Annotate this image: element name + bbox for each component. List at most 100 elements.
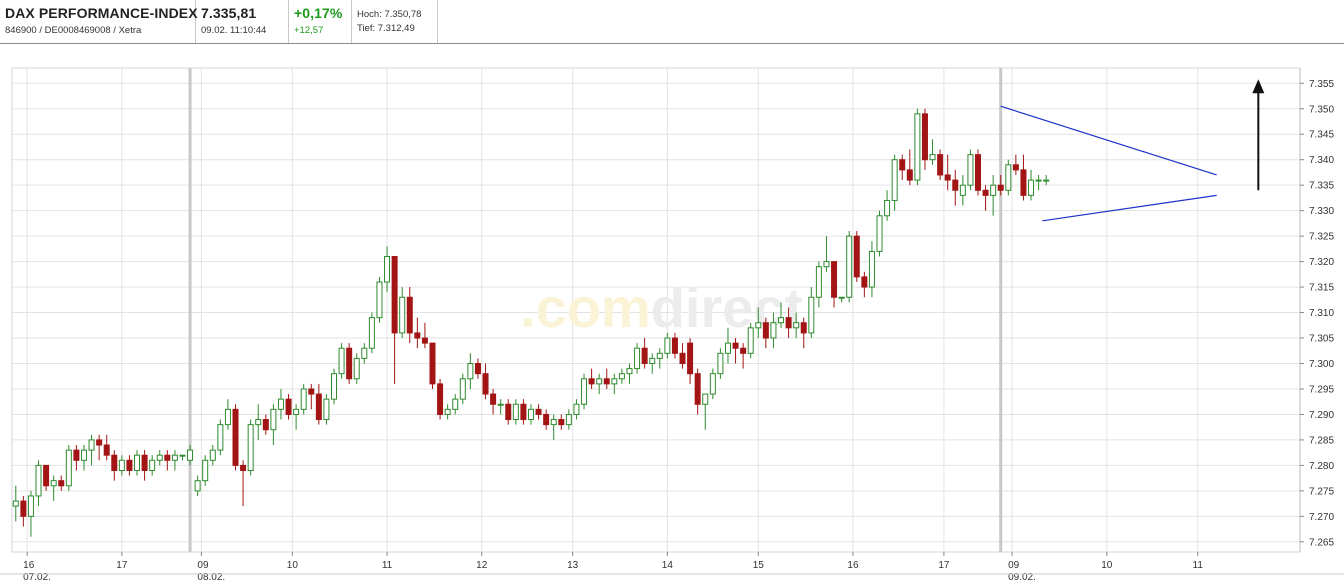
candle-body <box>770 322 777 339</box>
change-cell: +0,17% +12,57 <box>289 0 352 43</box>
candle-up <box>527 404 534 425</box>
triangle-pattern <box>1000 105 1217 222</box>
candle-down <box>406 287 413 344</box>
x-tick-label: 17 <box>116 560 128 571</box>
candle-up <box>884 190 891 221</box>
candle-up <box>793 312 800 339</box>
candle-body <box>80 449 87 461</box>
candle-body <box>171 454 178 461</box>
candle-body <box>149 459 156 471</box>
candle-up <box>209 445 216 466</box>
candle-body <box>96 439 103 446</box>
candle-up <box>300 383 307 415</box>
candle-up <box>35 460 42 507</box>
candle-down <box>975 149 981 196</box>
candle-down <box>558 414 565 430</box>
candle-body <box>58 480 65 487</box>
candle-body <box>512 403 519 421</box>
candle-down <box>861 271 868 298</box>
candle-body <box>300 388 307 410</box>
change-percent: +0,17% <box>294 5 343 21</box>
x-tick-label: 13 <box>567 560 579 571</box>
candle-up <box>323 394 330 425</box>
candle-body <box>997 184 1004 191</box>
candle-down <box>982 185 989 211</box>
candle-up <box>80 445 87 471</box>
candle-body <box>694 373 701 405</box>
range-cell: Hoch: 7.350,78 Tief: 7.312,49 <box>352 0 438 43</box>
candle-body <box>12 500 19 507</box>
watermark-direct: direct <box>651 276 804 339</box>
x-tick-label: 16 <box>23 560 35 571</box>
candle-body <box>687 342 694 375</box>
candle-up <box>664 332 671 359</box>
candle-up <box>1043 174 1050 186</box>
candle-up <box>179 454 186 461</box>
candle-up <box>618 368 625 384</box>
last-price: 7.335,81 <box>201 5 257 21</box>
candle-up <box>331 368 337 405</box>
candle-body <box>914 113 921 181</box>
candle-body <box>262 419 269 431</box>
candle-body <box>543 413 550 426</box>
candle-up <box>118 455 125 476</box>
candle-body <box>490 393 497 405</box>
candle-down <box>346 343 353 384</box>
y-tick-label: 7.270 <box>1309 512 1334 523</box>
candle-body <box>399 296 406 334</box>
candle-body <box>232 408 239 466</box>
candle-down <box>603 368 610 389</box>
x-tick-label: 09 <box>1008 560 1020 571</box>
candle-up <box>194 475 201 496</box>
candle-body <box>520 403 527 421</box>
candle-body <box>391 256 398 334</box>
y-tick-label: 7.295 <box>1309 384 1334 395</box>
y-tick-label: 7.265 <box>1309 537 1334 548</box>
chart-area: .comdirect 7.265 7.270 7.275 7.280 7.285 7.29… <box>0 44 1344 583</box>
candle-down <box>103 434 110 461</box>
candle-down <box>952 169 959 206</box>
candle-body <box>429 342 436 385</box>
candle-body <box>800 322 807 334</box>
candle-up <box>399 287 406 339</box>
candle-body <box>990 184 997 196</box>
candle-body <box>406 296 413 334</box>
candle-up <box>959 174 966 206</box>
candle-body <box>717 352 724 375</box>
candle-body <box>474 362 481 375</box>
candlestick-chart: .comdirect 7.265 7.270 7.275 7.280 7.285 7.29… <box>0 67 1344 583</box>
candle-body <box>853 235 860 278</box>
candle-body <box>808 296 815 334</box>
candle-body <box>921 113 928 161</box>
candle-down <box>831 261 838 308</box>
quote-header: DAX PERFORMANCE-INDEX 846900 / DE0008469… <box>0 0 1344 44</box>
candle-down <box>164 450 171 471</box>
candle-body <box>952 179 959 191</box>
candle-body <box>338 347 345 375</box>
candle-down <box>937 149 944 181</box>
candle-down <box>20 495 27 527</box>
candle-body <box>679 352 686 364</box>
candle-body <box>618 373 625 380</box>
candle-up <box>512 399 519 425</box>
candle-up <box>202 455 209 486</box>
candle-body <box>846 235 853 298</box>
candle-up <box>550 414 557 440</box>
candle-body <box>65 449 72 487</box>
candle-down <box>421 322 428 349</box>
candle-body <box>899 159 906 171</box>
x-tick-label: 16 <box>847 560 859 571</box>
candle-body <box>384 256 391 283</box>
candle-down <box>641 338 648 369</box>
candle-body <box>535 408 542 415</box>
candle-down <box>262 414 269 435</box>
candle-body <box>43 464 50 487</box>
candle-down <box>671 332 678 359</box>
candle-body <box>1028 179 1035 196</box>
candle-body <box>656 352 663 359</box>
candle-body <box>35 464 42 497</box>
candle-up <box>224 399 231 430</box>
watermark-text: .comdirect <box>520 276 803 339</box>
candle-up <box>338 343 345 379</box>
